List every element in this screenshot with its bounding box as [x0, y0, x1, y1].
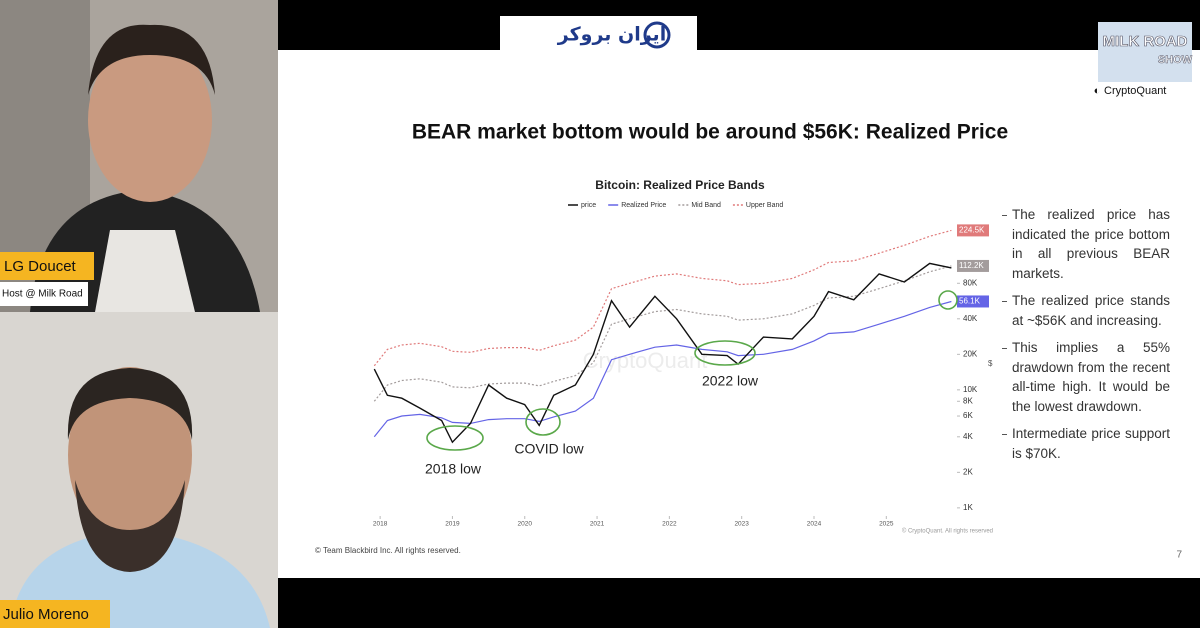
y-axis-label: $	[988, 359, 993, 368]
show-logo-text: SHOW	[1158, 54, 1193, 66]
guest-face	[68, 367, 192, 543]
y-tick-label: 1K	[963, 503, 973, 512]
legend-label: Mid Band	[691, 202, 721, 209]
bullet-list: The realized price has indicated the pri…	[1002, 205, 1170, 471]
slide	[278, 50, 1200, 578]
chart-title: Bitcoin: Realized Price Bands	[595, 178, 765, 192]
y-tick-label: 4K	[963, 432, 973, 441]
bullet: This implies a 55% drawdown from the rec…	[1002, 338, 1170, 416]
annotation: COVID low	[514, 441, 584, 457]
annotation-circle	[938, 290, 958, 310]
logo-text: ایران بروکر	[557, 24, 666, 46]
x-tick-label: 2021	[590, 521, 605, 528]
legend-label: price	[581, 202, 596, 209]
logo-icon	[643, 21, 671, 49]
name-tag	[0, 600, 110, 628]
annotation: 2018 low	[425, 461, 482, 477]
watermark: CryptoQuant	[583, 348, 708, 373]
guest-beard	[75, 480, 185, 572]
show-logo	[1098, 22, 1192, 82]
annotation-circle	[525, 408, 561, 436]
end-tag-label: 56.1K	[959, 297, 981, 306]
end-tag	[957, 259, 989, 272]
host-role: Host @ Milk Road	[2, 289, 83, 300]
page-number: 7	[1176, 550, 1182, 561]
shirt	[95, 230, 195, 312]
x-tick-label: 2018	[373, 521, 388, 528]
annotation-circle	[694, 340, 756, 366]
x-tick-label: 2023	[734, 521, 749, 528]
guest-name: Julio Moreno	[3, 606, 89, 623]
y-tick-label: 40K	[963, 314, 978, 323]
brand-icon: ◐	[1094, 85, 1101, 97]
face	[88, 38, 212, 202]
end-tag	[957, 295, 989, 308]
legend-label: Realized Price	[621, 202, 666, 209]
hair	[88, 24, 215, 95]
name-tag	[0, 252, 94, 280]
legend-label: Upper Band	[746, 202, 783, 209]
x-tick-label: 2019	[445, 521, 460, 528]
y-tick-label: 8K	[963, 396, 973, 405]
end-tag-label: 112.2K	[959, 261, 984, 270]
series-line	[373, 229, 952, 367]
bullet: The realized price stands at ~$56K and i…	[1002, 291, 1170, 330]
y-tick-label: 2K	[963, 467, 973, 476]
x-tick-label: 2022	[662, 521, 677, 528]
series-line	[373, 300, 952, 438]
show-logo-text: MILK ROAD	[1103, 33, 1188, 50]
end-tag-label: 224.5K	[959, 226, 985, 235]
slide-title: BEAR market bottom would be around $56K:…	[412, 121, 1008, 144]
footer: © Team Blackbird Inc. All rights reserve…	[315, 546, 461, 555]
brand: CryptoQuant	[1104, 85, 1166, 97]
bullet: Intermediate price support is $70K.	[1002, 424, 1170, 463]
series-line	[373, 265, 952, 402]
x-tick-label: 2025	[879, 521, 894, 528]
series-line	[373, 262, 952, 444]
y-tick-label: 80K	[963, 278, 978, 287]
guest-hair	[67, 368, 193, 440]
x-tick-label: 2024	[807, 521, 822, 528]
host-name: LG Doucet	[4, 258, 77, 275]
annotation-circle	[426, 425, 484, 451]
y-tick-label: 20K	[963, 349, 978, 358]
y-tick-label: 10K	[963, 385, 978, 394]
chart-source: © CryptoQuant. All rights reserved	[902, 528, 993, 535]
end-tag	[957, 224, 989, 237]
annotation: 2022 low	[702, 373, 759, 389]
bullet: The realized price has indicated the pri…	[1002, 205, 1170, 283]
y-tick-label: 6K	[963, 411, 973, 420]
x-tick-label: 2020	[518, 521, 533, 528]
role-tag	[0, 282, 88, 306]
